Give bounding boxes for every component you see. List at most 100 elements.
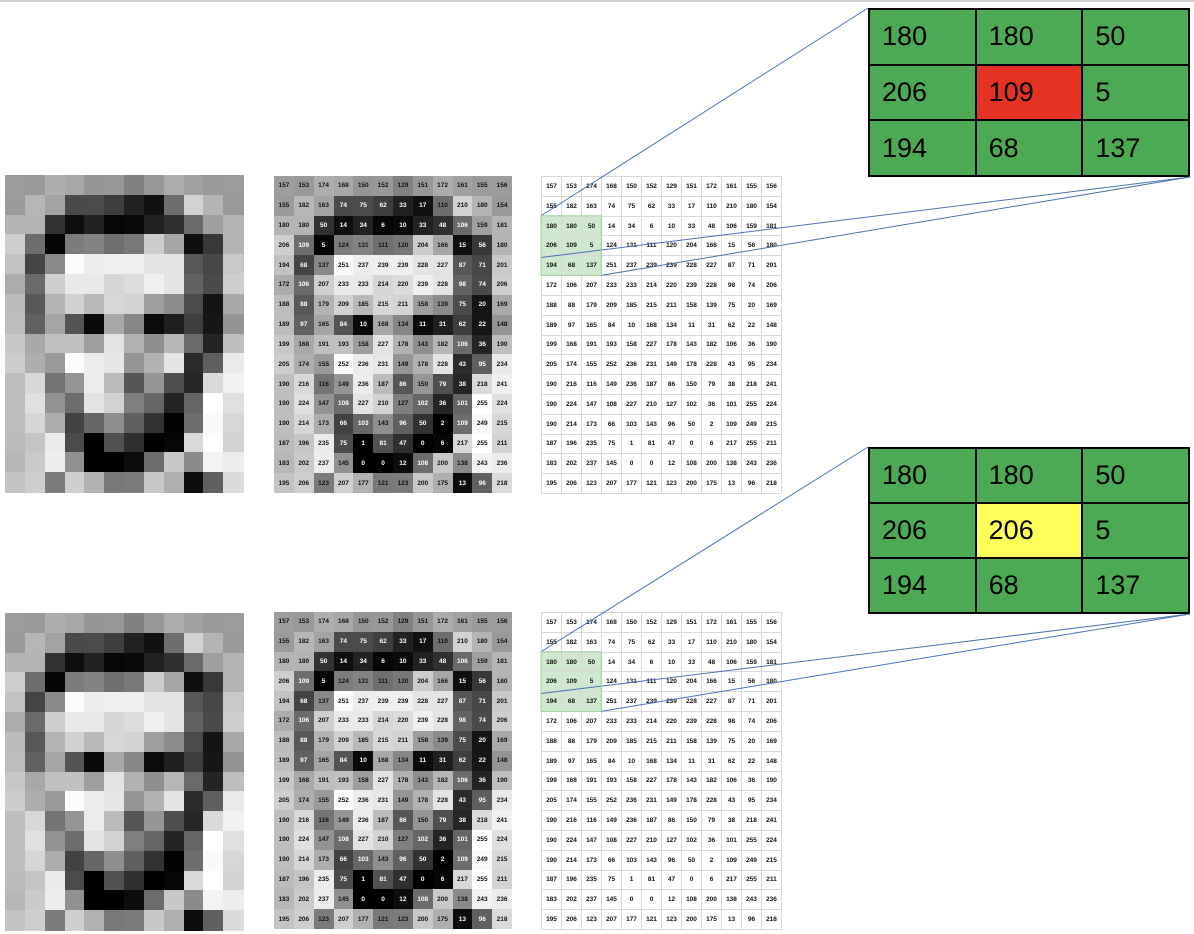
image-pixel bbox=[104, 890, 125, 911]
pixel-value-cell: 74 bbox=[742, 712, 762, 732]
pixel-value-cell: 138 bbox=[452, 889, 473, 910]
image-pixel bbox=[124, 613, 145, 634]
pixel-value-cell: 190 bbox=[492, 770, 512, 791]
pixel-value-cell: 139 bbox=[702, 295, 722, 316]
image-pixel bbox=[5, 452, 26, 473]
pixel-value-cell: 205 bbox=[274, 354, 294, 375]
pixel-value-cell: 87 bbox=[722, 692, 742, 713]
pixel-value-cell: 88 bbox=[293, 294, 314, 315]
pixel-value-cell: 33 bbox=[393, 631, 413, 652]
pixel-value-cell: 109 bbox=[722, 414, 742, 435]
pixel-value-cell: 187 bbox=[373, 810, 393, 830]
neighbor-pixel-cell: 180 bbox=[976, 10, 1082, 64]
pixel-value-cell: 168 bbox=[562, 335, 582, 356]
image-pixel bbox=[203, 214, 224, 236]
connector-line bbox=[540, 7, 869, 217]
pixel-value-cell: 97 bbox=[293, 314, 314, 335]
image-pixel bbox=[64, 274, 85, 295]
pixel-value-cell: 227 bbox=[432, 691, 453, 712]
image-pixel bbox=[44, 254, 66, 275]
pixel-value-cell: 17 bbox=[412, 195, 433, 216]
pixel-value-cell: 124 bbox=[602, 672, 622, 693]
image-pixel bbox=[44, 850, 66, 872]
pixel-value-cell: 218 bbox=[492, 909, 512, 929]
pixel-value-cell: 108 bbox=[682, 454, 702, 475]
pixel-value-cell: 228 bbox=[432, 354, 453, 375]
pixel-value-cell: 1 bbox=[622, 870, 642, 891]
pixel-value-cell: 169 bbox=[762, 295, 782, 316]
pixel-value-cell: 205 bbox=[274, 790, 294, 811]
pixel-value-cell: 34 bbox=[622, 216, 642, 237]
pixel-value-cell: 95 bbox=[742, 791, 762, 812]
pixel-value-cell: 79 bbox=[702, 811, 722, 831]
image-pixel bbox=[5, 313, 26, 335]
image-pixel bbox=[183, 373, 204, 394]
image-pixel bbox=[64, 712, 85, 733]
pixel-value-cell: 180 bbox=[542, 652, 562, 673]
image-pixel bbox=[163, 751, 185, 773]
pixel-value-cell: 145 bbox=[333, 453, 354, 474]
image-pixel bbox=[84, 472, 105, 493]
image-pixel bbox=[24, 353, 46, 374]
image-pixel bbox=[183, 751, 204, 773]
pixel-value-cell: 224 bbox=[762, 830, 782, 851]
image-pixel bbox=[223, 870, 244, 891]
pixel-value-cell: 183 bbox=[542, 890, 562, 911]
pixel-value-cell: 75 bbox=[333, 433, 354, 454]
image-pixel bbox=[44, 890, 66, 911]
image-pixel bbox=[183, 613, 204, 634]
pixel-value-cell: 12 bbox=[662, 454, 682, 475]
pixel-value-cell: 172 bbox=[702, 613, 722, 633]
pixel-value-cell: 193 bbox=[333, 334, 354, 355]
image-pixel bbox=[124, 373, 145, 394]
image-pixel bbox=[64, 850, 85, 872]
pixel-value-cell: 216 bbox=[562, 811, 582, 831]
pixel-value-cell: 228 bbox=[702, 712, 722, 732]
pixel-value-cell: 150 bbox=[412, 810, 433, 830]
pixel-value-cell: 191 bbox=[582, 335, 602, 356]
image-pixel bbox=[44, 214, 66, 236]
pixel-value-cell: 211 bbox=[393, 294, 413, 315]
image-pixel bbox=[44, 652, 66, 674]
pixel-value-cell: 106 bbox=[562, 712, 582, 732]
image-pixel bbox=[104, 194, 125, 216]
pixel-value-cell: 211 bbox=[662, 295, 682, 316]
pixel-value-cell: 123 bbox=[393, 473, 413, 493]
image-pixel bbox=[5, 412, 26, 434]
image-pixel bbox=[64, 613, 85, 634]
pixel-value-cell: 81 bbox=[642, 870, 662, 891]
pixel-value-cell: 205 bbox=[542, 355, 562, 376]
pixel-value-cell: 151 bbox=[412, 612, 433, 632]
image-pixel bbox=[163, 214, 185, 236]
pixel-value-cell: 187 bbox=[274, 433, 294, 454]
pixel-value-cell: 204 bbox=[412, 235, 433, 256]
pixel-value-cell: 211 bbox=[662, 731, 682, 752]
pixel-value-cell: 96 bbox=[472, 473, 493, 493]
image-pixel bbox=[5, 712, 26, 733]
pixel-value-cell: 86 bbox=[662, 375, 682, 395]
pixel-value-cell: 109 bbox=[293, 671, 314, 692]
image-pixel bbox=[124, 712, 145, 733]
pixel-value-cell: 209 bbox=[333, 730, 354, 751]
pixel-value-cell: 201 bbox=[492, 255, 512, 276]
image-pixel bbox=[44, 692, 66, 713]
image-pixel bbox=[223, 692, 244, 713]
image-pixel bbox=[183, 392, 204, 414]
pixel-value-cell: 214 bbox=[562, 414, 582, 435]
pixel-value-cell: 155 bbox=[582, 355, 602, 376]
image-pixel bbox=[183, 214, 204, 236]
image-pixel bbox=[124, 731, 145, 753]
image-pixel bbox=[203, 850, 224, 872]
image-pixel bbox=[64, 452, 85, 473]
pixel-value-cell: 224 bbox=[492, 829, 512, 850]
pixel-value-cell: 237 bbox=[582, 890, 602, 911]
pixel-value-cell: 87 bbox=[452, 691, 473, 712]
pixel-value-cell: 227 bbox=[622, 830, 642, 851]
pixel-value-cell: 161 bbox=[452, 612, 473, 632]
image-pixel bbox=[24, 333, 46, 354]
pixel-value-cell: 149 bbox=[393, 790, 413, 811]
pixel-value-cell: 227 bbox=[432, 255, 453, 276]
pixel-value-cell: 207 bbox=[333, 909, 354, 929]
pixel-value-cell: 2 bbox=[702, 850, 722, 871]
pixel-value-cell: 101 bbox=[452, 829, 473, 850]
